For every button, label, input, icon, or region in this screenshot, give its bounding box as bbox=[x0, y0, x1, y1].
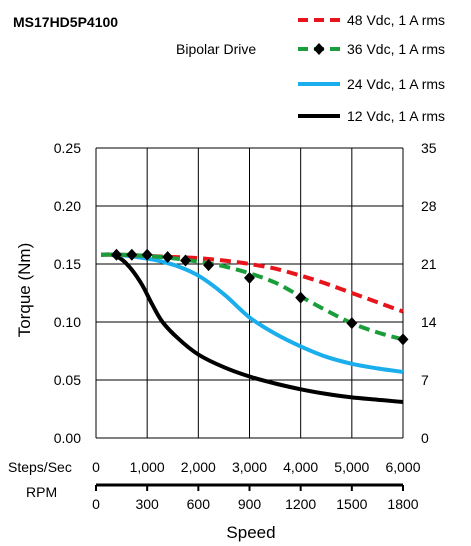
y-tick-label: 0.25 bbox=[54, 140, 81, 156]
y-axis-label: Torque (Nm) bbox=[15, 243, 34, 337]
y-tick-label: 0.20 bbox=[54, 198, 81, 214]
series-marker-36v bbox=[126, 248, 138, 261]
x2-tick-label: 1500 bbox=[336, 496, 367, 512]
y2-tick-label: 35 bbox=[421, 140, 437, 156]
legend-label: 24 Vdc, 1 A rms bbox=[347, 76, 445, 92]
x-tick-label: 1,000 bbox=[130, 459, 165, 475]
x2-tick-label: 0 bbox=[92, 496, 100, 512]
x2-tick-label: 300 bbox=[135, 496, 159, 512]
series-marker-36v bbox=[180, 254, 192, 267]
x2-tick-label: 900 bbox=[238, 496, 262, 512]
series-line-48v bbox=[101, 252, 404, 314]
y2-tick-label: 7 bbox=[421, 372, 429, 388]
y2-tick-label: 28 bbox=[421, 198, 437, 214]
legend-label: 36 Vdc, 1 A rms bbox=[347, 41, 445, 57]
x-unit-label: Steps/Sec bbox=[8, 459, 72, 475]
legend: 48 Vdc, 1 A rms 36 Vdc, 1 A rms 24 Vdc, 1 … bbox=[298, 12, 445, 124]
x-tick-label: 6,000 bbox=[385, 459, 420, 475]
legend-label: 48 Vdc, 1 A rms bbox=[347, 12, 445, 28]
x-tick-label: 3,000 bbox=[232, 459, 267, 475]
y2-tick-label: 14 bbox=[421, 314, 437, 330]
legend-marker bbox=[313, 43, 325, 55]
y-tick-label: 0.00 bbox=[54, 430, 81, 446]
series-marker-36v bbox=[141, 248, 153, 261]
series-layer bbox=[101, 248, 409, 404]
y-tick-label: 0.10 bbox=[54, 314, 81, 330]
series-marker-36v bbox=[110, 248, 122, 261]
chart-subtitle: Bipolar Drive bbox=[176, 41, 256, 57]
chart-title: MS17HD5P4100 bbox=[13, 14, 118, 30]
x-axis-label: Speed bbox=[226, 523, 275, 542]
series-marker-36v bbox=[346, 317, 358, 330]
y-tick-label: 0.05 bbox=[54, 372, 81, 388]
x-tick-label: 0 bbox=[92, 459, 100, 475]
y2-tick-label: 21 bbox=[421, 256, 437, 272]
series-line-12v bbox=[101, 252, 404, 404]
legend-label: 12 Vdc, 1 A rms bbox=[347, 108, 445, 124]
x2-unit-label: RPM bbox=[26, 484, 57, 500]
x2-tick-label: 600 bbox=[187, 496, 211, 512]
series-marker-36v bbox=[244, 271, 255, 284]
y-tick-label: 0.15 bbox=[54, 256, 81, 272]
x-tick-label: 4,000 bbox=[283, 459, 318, 475]
axes: 0.00 0.05 0.10 0.15 0.20 0.25 0 7 14 21 28 35 0 1,000… bbox=[54, 140, 437, 512]
x-tick-label: 5,000 bbox=[334, 459, 369, 475]
x2-tick-label: 1800 bbox=[387, 496, 418, 512]
x2-tick-label: 1200 bbox=[285, 496, 316, 512]
x-tick-label: 2,000 bbox=[181, 459, 216, 475]
series-line-24v bbox=[101, 252, 404, 374]
series-marker-36v bbox=[162, 251, 174, 264]
series-marker-36v bbox=[203, 259, 215, 272]
series-marker-36v bbox=[397, 333, 409, 346]
series-marker-36v bbox=[295, 291, 307, 304]
y2-tick-label: 0 bbox=[421, 430, 429, 446]
